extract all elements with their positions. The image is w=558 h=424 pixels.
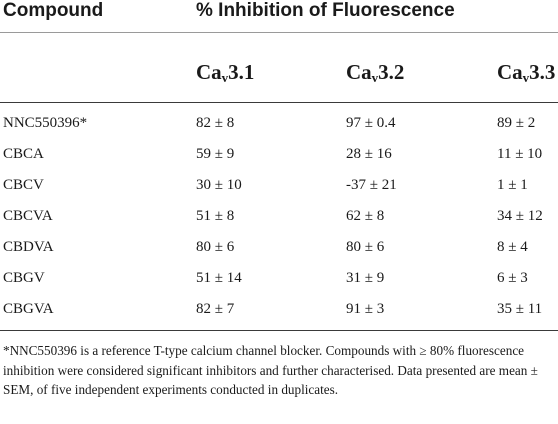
header-channel-3-1: Cav3.1 <box>196 60 255 85</box>
row-value: 8 ± 4 <box>497 239 528 255</box>
row-compound: CBGV <box>3 270 45 286</box>
row-value: 59 ± 9 <box>196 146 235 162</box>
header-channel-3-2: Cav3.2 <box>346 60 405 85</box>
row-value: 80 ± 6 <box>346 239 385 255</box>
row-value: 31 ± 9 <box>346 270 385 286</box>
table-footnote: *NNC550396 is a reference T-type calcium… <box>3 343 538 397</box>
header-divider <box>0 32 558 33</box>
row-value: 80 ± 6 <box>196 239 235 255</box>
row-value: 28 ± 16 <box>346 146 392 162</box>
row-value: 82 ± 8 <box>196 115 235 131</box>
row-value: 6 ± 3 <box>497 270 528 286</box>
row-compound: CBDVA <box>3 239 54 255</box>
row-value: -37 ± 21 <box>346 177 397 193</box>
row-value: 51 ± 14 <box>196 270 242 286</box>
row-compound: CBCVA <box>3 208 53 224</box>
row-value: 51 ± 8 <box>196 208 235 224</box>
row-value: 62 ± 8 <box>346 208 385 224</box>
row-value: 30 ± 10 <box>196 177 242 193</box>
row-value: 97 ± 0.4 <box>346 115 396 131</box>
row-compound: CBCA <box>3 146 44 162</box>
row-value: 1 ± 1 <box>497 177 528 193</box>
row-compound: NNC550396* <box>3 115 88 131</box>
row-value: 91 ± 3 <box>346 301 385 317</box>
row-value: 35 ± 11 <box>497 301 543 317</box>
row-value: 82 ± 7 <box>196 301 235 317</box>
row-compound: CBCV <box>3 177 44 193</box>
header-bottom-rule <box>0 102 558 103</box>
header-channel-3-3: Cav3.3 <box>497 60 556 85</box>
row-value: 34 ± 12 <box>497 208 543 224</box>
header-compound: Compound <box>3 0 104 21</box>
table-bottom-rule <box>0 330 558 331</box>
row-value: 89 ± 2 <box>497 115 536 131</box>
header-group-inhibition: % Inhibition of Fluorescence <box>196 0 455 21</box>
row-value: 11 ± 10 <box>497 146 543 162</box>
row-compound: CBGVA <box>3 301 54 317</box>
